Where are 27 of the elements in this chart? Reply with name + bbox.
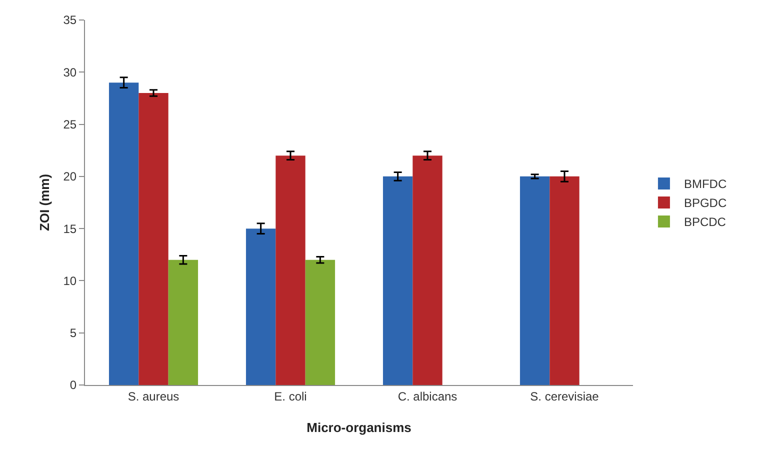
bar (108, 82, 139, 385)
y-tick-label: 20 (63, 170, 77, 184)
bar (412, 156, 442, 385)
bar (138, 93, 168, 385)
legend-label: BPCDC (684, 215, 726, 230)
bar (168, 260, 198, 385)
x-tick-label: S. cerevisiae (530, 389, 600, 404)
x-axis-title: Micro-organisms (306, 420, 412, 435)
y-tick-label: 0 (70, 378, 77, 392)
legend-label: BPGDC (684, 196, 727, 210)
y-tick-label: 35 (63, 13, 77, 28)
y-tick-label: 5 (70, 326, 77, 340)
y-tick-label: 15 (63, 222, 77, 236)
bar (550, 176, 580, 385)
bar (305, 260, 336, 385)
bar (520, 176, 550, 385)
y-tick-label: 10 (63, 274, 77, 288)
y-tick-label: 25 (63, 117, 77, 132)
bar (276, 156, 306, 385)
y-tick-label: 30 (63, 65, 77, 80)
x-tick-label: E. coli (274, 389, 307, 404)
x-tick-label: S. aureus (128, 389, 180, 404)
x-tick-label: C. albicans (398, 389, 458, 404)
legend-label: BMFDC (684, 177, 727, 192)
y-axis-title: ZOI (mm) (37, 174, 52, 232)
bar (382, 176, 413, 385)
bar (246, 228, 276, 385)
